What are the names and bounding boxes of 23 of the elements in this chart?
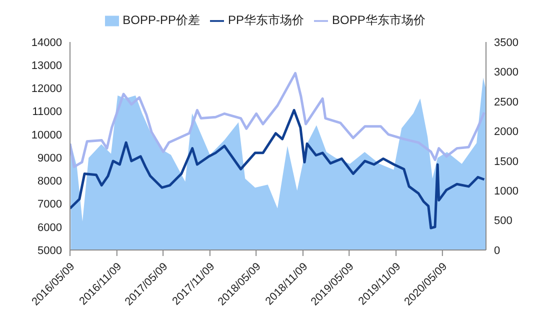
- legend-label: BOPP华东市场价: [332, 13, 426, 27]
- y-tick-label: 8000: [38, 176, 62, 188]
- line-series: [70, 108, 486, 230]
- y2-tick-label: 3500: [494, 36, 518, 49]
- y2-tick-label: 2500: [494, 96, 518, 108]
- y2-tick-label: 3000: [494, 66, 518, 79]
- y2-tick-label: 2000: [494, 126, 518, 138]
- y2-tick-label: 500: [494, 215, 512, 228]
- y-tick-label: 10000: [31, 129, 62, 142]
- y-tick-label: 13000: [31, 60, 62, 72]
- y-tick-label: 9000: [38, 152, 62, 164]
- y-tick-label: 5000: [38, 244, 62, 257]
- y-tick-label: 12000: [31, 83, 62, 96]
- y2-tick-label: 1500: [494, 156, 518, 168]
- y2-tick-label: 1000: [494, 185, 518, 198]
- y2-tick-label: 0: [494, 244, 500, 257]
- y-tick-label: 14000: [31, 36, 62, 49]
- y-tick-label: 7000: [38, 198, 62, 211]
- legend-label: BOPP-PP价差: [122, 13, 200, 27]
- legend-label: PP华东市场价: [228, 13, 304, 27]
- y-tick-label: 11000: [32, 106, 62, 118]
- line-series: [70, 72, 486, 168]
- y-tick-label: 6000: [38, 222, 62, 234]
